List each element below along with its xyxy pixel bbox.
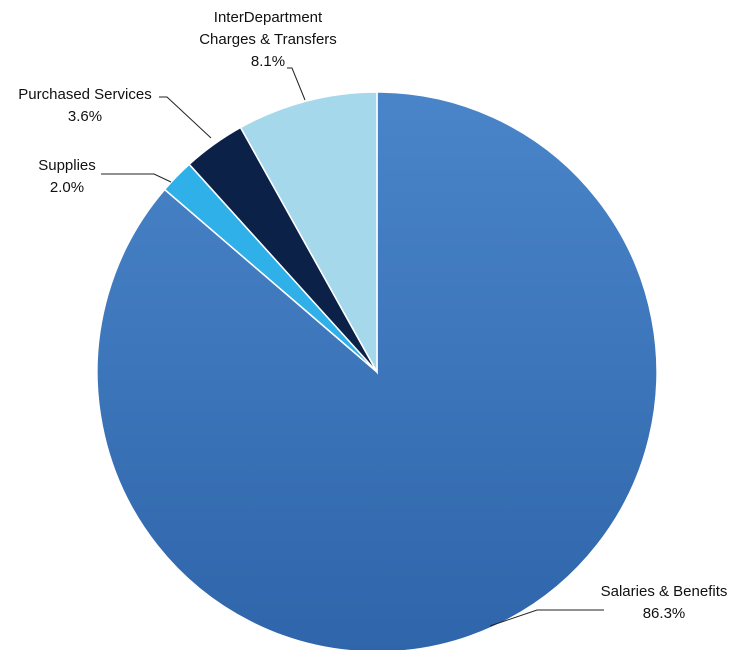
slice-value-label: 86.3%: [643, 605, 686, 622]
slice-value-label: 3.6%: [68, 108, 102, 125]
slice-label: Salaries & Benefits 86.3%: [601, 583, 728, 622]
pie-slice-salaries-benefits: [96, 91, 658, 650]
pie-slice-interdepartment-charges-transfers: [239, 91, 378, 375]
slice-name-label: Charges & Transfers: [199, 31, 337, 48]
leader-line: [287, 67, 306, 101]
slice-value-label: 2.0%: [50, 179, 84, 196]
leader-line: [159, 96, 212, 139]
slice-label: InterDepartment Charges & Transfers 8.1%: [199, 9, 337, 70]
slice-value-label: 8.1%: [251, 53, 285, 70]
slice-name-label: Supplies: [38, 157, 96, 174]
leader-line: [489, 609, 604, 627]
slice-name-label: Salaries & Benefits: [601, 583, 728, 600]
slice-name-label: Purchased Services: [18, 86, 151, 103]
slice-name-label: InterDepartment: [214, 9, 323, 26]
slice-label: Supplies 2.0%: [38, 157, 96, 196]
pie-slices: [96, 91, 658, 650]
slice-labels: Salaries & Benefits 86.3% Supplies 2.0% Purc…: [18, 9, 728, 627]
leader-line: [101, 173, 172, 183]
slice-label: Purchased Services 3.6%: [18, 86, 151, 125]
